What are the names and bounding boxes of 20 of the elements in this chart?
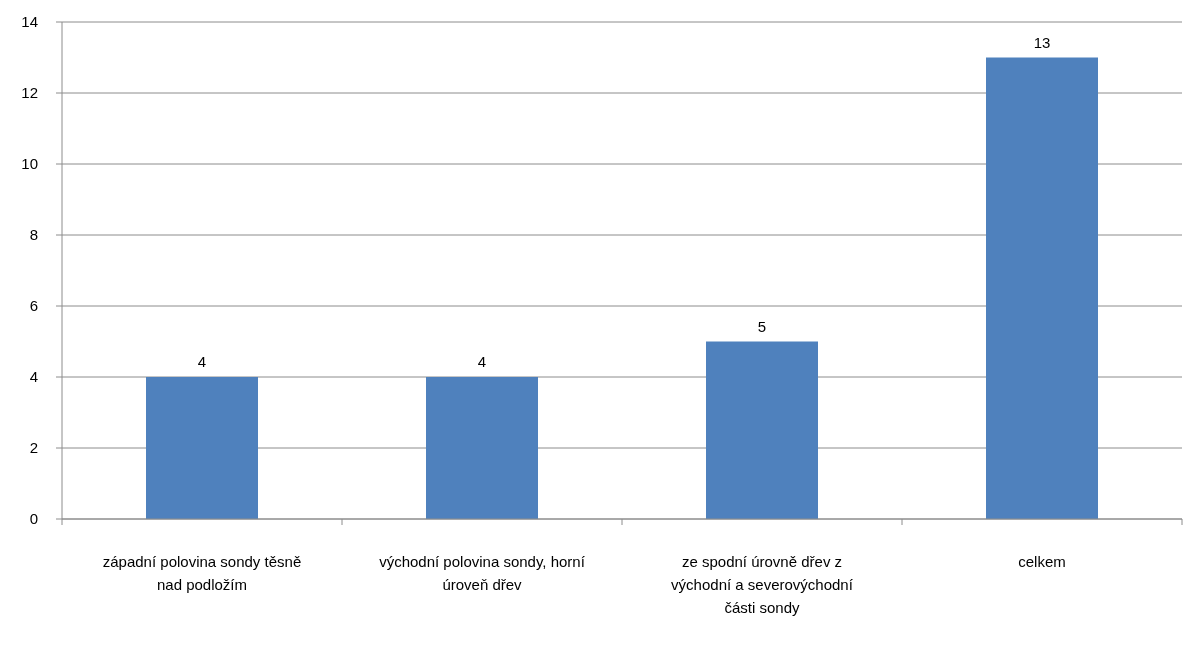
x-tick-label: západní polovina sondy těsně nad podložím [102, 553, 302, 593]
y-tick-label: 0 [29, 510, 38, 528]
data-label: 4 [477, 353, 487, 370]
y-tick-label: 10 [21, 155, 38, 173]
y-tick-label: 8 [29, 226, 38, 244]
data-label: 4 [197, 353, 207, 370]
bar [146, 377, 258, 519]
y-tick-label: 14 [21, 13, 38, 31]
bar [706, 341, 818, 519]
bar [986, 57, 1098, 519]
x-tick-label: celkem [1018, 553, 1066, 570]
x-tick-label: ze spodní úrovně dřev z východní a severovýchodní části sondy [671, 553, 854, 616]
y-tick-label: 2 [29, 439, 38, 457]
data-label: 13 [1033, 33, 1051, 51]
y-tick-label: 4 [29, 368, 38, 386]
x-tick-label: východní polovina sondy, horní úroveň dřev [379, 553, 586, 593]
y-tick-label: 6 [29, 297, 38, 315]
y-tick-label: 12 [21, 84, 38, 102]
bar [426, 377, 538, 519]
data-label: 5 [757, 317, 767, 335]
